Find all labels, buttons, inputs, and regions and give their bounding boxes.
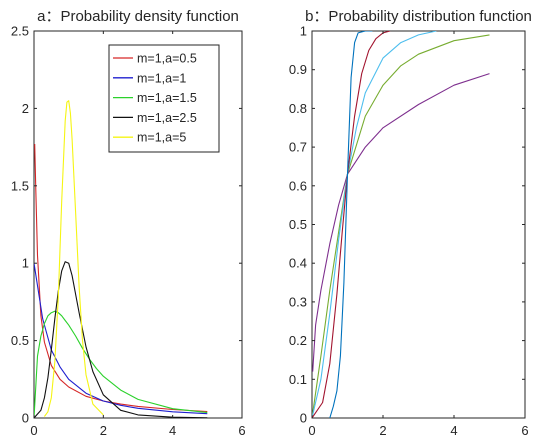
- y-tick-label: 0.5: [11, 333, 29, 348]
- y-tick-label: 0.9: [289, 62, 307, 77]
- x-tick-label: 2: [100, 423, 107, 438]
- y-tick-label: 0.3: [289, 294, 307, 309]
- series-line-5: [329, 31, 373, 418]
- y-tick-label: 0.5: [289, 217, 307, 232]
- x-tick-label: 4: [450, 423, 457, 438]
- series-line-2: [312, 34, 490, 418]
- y-tick-label: 0: [300, 411, 307, 426]
- chart-title: b：Probability distribution function: [305, 8, 532, 25]
- legend-entry: m=1,a=5: [137, 131, 186, 145]
- cdf-chart: 0 2 4 6 0 0.1 0.2 0.3 0.4 0.5 0.6 0.7 0.8 0.9 1b：Proba…: [289, 8, 532, 438]
- x-tick-label: 2: [379, 423, 386, 438]
- x-tick-label: 4: [169, 423, 176, 438]
- legend-entry: m=1,a=0.5: [137, 52, 197, 66]
- x-tick-label: 0: [308, 423, 315, 438]
- x-tick-label: 6: [521, 423, 528, 438]
- series-line-5: [43, 100, 104, 417]
- y-tick-label: 1.5: [11, 178, 29, 193]
- series-line-4: [34, 261, 208, 418]
- y-tick-label: 1: [22, 256, 29, 271]
- axes-box: [311, 30, 526, 419]
- legend-entry: m=1,a=1: [137, 71, 186, 85]
- legend-box: [108, 44, 220, 153]
- y-tick-label: 2: [22, 101, 29, 116]
- plot-lines: [312, 31, 490, 418]
- y-tick-label: 0.1: [289, 372, 307, 387]
- x-tick-label: 6: [238, 423, 245, 438]
- legend-entry: m=1,a=2.5: [137, 111, 197, 125]
- x-tick-label: 0: [30, 423, 37, 438]
- pdf-chart: 0 2 4 6 0 0.5 1 1.5 2 2.5 a：Probability density fu…: [11, 8, 246, 438]
- chart-title: a：Probability density function: [37, 8, 239, 25]
- series-line-1: [34, 143, 208, 413]
- legend: m=1,a=0.5 m=1,a=1 m=1,a=1.5 m=1,a=2.5 m=1,a=…: [108, 44, 220, 153]
- series-line-2: [34, 263, 208, 415]
- y-tick-label: 0.2: [289, 333, 307, 348]
- y-tick-label: 1: [300, 24, 307, 39]
- series-line-4: [312, 31, 391, 418]
- plot-lines: [34, 100, 208, 418]
- y-tick-label: 0: [22, 411, 29, 426]
- y-tick-label: 2.5: [11, 24, 29, 39]
- y-tick-label: 0.6: [289, 178, 307, 193]
- series-line-3: [312, 31, 437, 418]
- y-tick-label: 0.7: [289, 140, 307, 155]
- series-line-3: [34, 310, 208, 418]
- y-tick-label: 0.4: [289, 256, 307, 271]
- y-tick-label: 0.8: [289, 101, 307, 116]
- legend-entry: m=1,a=1.5: [137, 91, 197, 105]
